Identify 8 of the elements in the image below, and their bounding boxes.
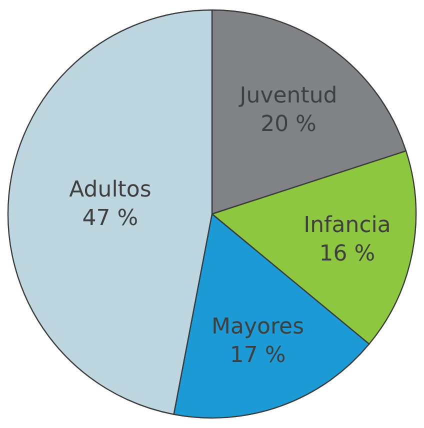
data-label: 16 % <box>319 242 376 267</box>
slice-label: Adultos <box>69 178 152 203</box>
data-label: 17 % <box>230 342 286 368</box>
slice-label: Mayores <box>212 314 304 340</box>
data-label: 20 % <box>260 112 316 137</box>
slice-label: Infancia <box>304 213 391 238</box>
data-label: 47 % <box>82 206 138 232</box>
slice-label: Juventud <box>238 83 338 108</box>
